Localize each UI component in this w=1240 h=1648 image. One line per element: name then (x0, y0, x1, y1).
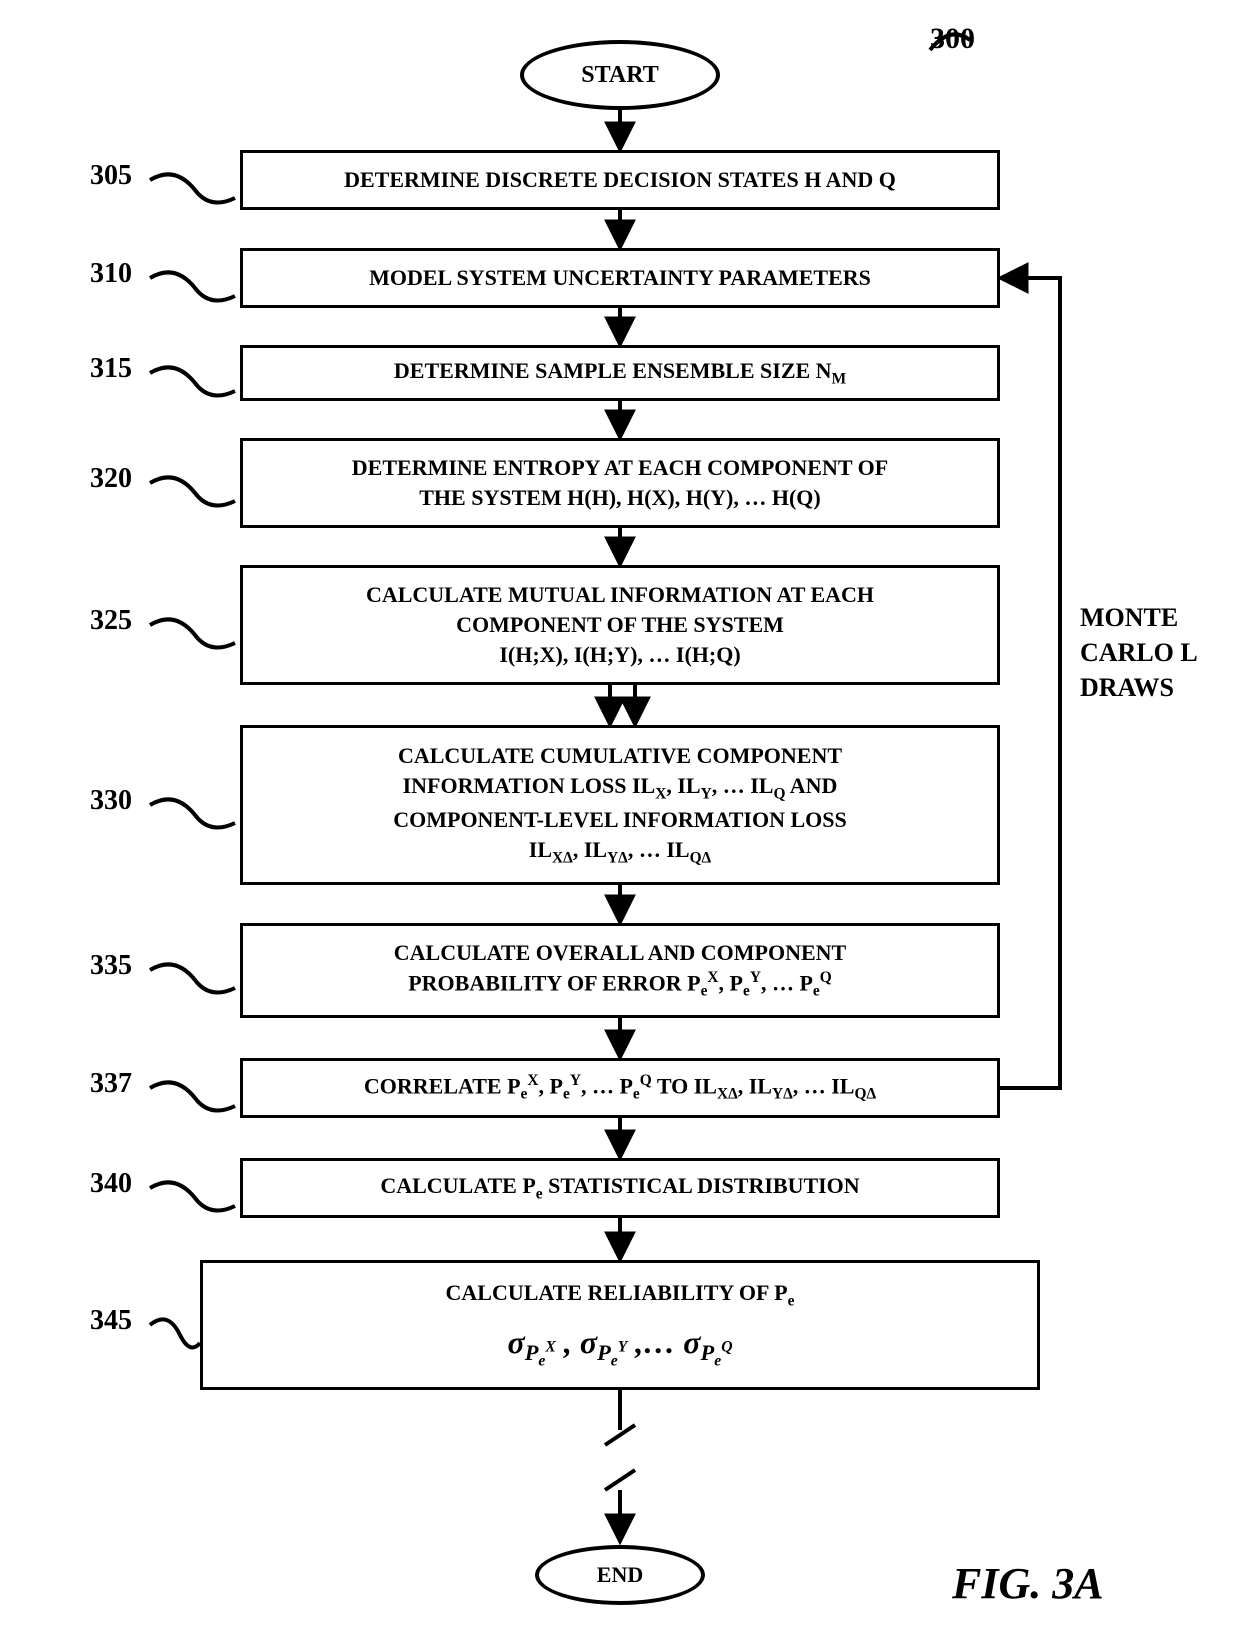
box-340-text: CALCULATE Pe STATISTICAL DISTRIBUTION (380, 1171, 859, 1205)
box-325-line2: COMPONENT OF THE SYSTEM (456, 610, 784, 640)
box-305: DETERMINE DISCRETE DECISION STATES H AND… (240, 150, 1000, 210)
ref-305: 305 (90, 160, 132, 192)
box-310-text: MODEL SYSTEM UNCERTAINTY PARAMETERS (369, 263, 871, 293)
ref-320: 320 (90, 463, 132, 495)
box-305-text: DETERMINE DISCRETE DECISION STATES H AND… (344, 165, 896, 195)
ref-337: 337 (90, 1068, 132, 1100)
terminal-start: START (520, 40, 720, 110)
box-337: CORRELATE PeX, PeY, … PeQ TO ILXΔ, ILYΔ,… (240, 1058, 1000, 1118)
box-325: CALCULATE MUTUAL INFORMATION AT EACH COM… (240, 565, 1000, 685)
box-335: CALCULATE OVERALL AND COMPONENT PROBABIL… (240, 923, 1000, 1018)
ref-330: 330 (90, 785, 132, 817)
box-330-line1: CALCULATE CUMULATIVE COMPONENT (398, 741, 842, 771)
ref-340: 340 (90, 1168, 132, 1200)
box-320-line2: THE SYSTEM H(H), H(X), H(Y), … H(Q) (419, 483, 821, 513)
box-345: CALCULATE RELIABILITY OF Pe σPeX , σPeY … (200, 1260, 1040, 1390)
box-340: CALCULATE Pe STATISTICAL DISTRIBUTION (240, 1158, 1000, 1218)
box-320: DETERMINE ENTROPY AT EACH COMPONENT OF T… (240, 438, 1000, 528)
box-320-line1: DETERMINE ENTROPY AT EACH COMPONENT OF (352, 453, 888, 483)
ref-315: 315 (90, 353, 132, 385)
box-330-line3: COMPONENT-LEVEL INFORMATION LOSS (393, 805, 847, 835)
terminal-end: END (535, 1545, 705, 1605)
ref-345: 345 (90, 1305, 132, 1337)
ref-335: 335 (90, 950, 132, 982)
box-345-line1: CALCULATE RELIABILITY OF Pe (446, 1278, 795, 1312)
monte-carlo-label: MONTE CARLO L DRAWS (1080, 600, 1230, 705)
flowchart-canvas: 300 START 305 DETERMINE DISCRETE DECISIO… (0, 0, 1240, 1648)
box-330-line4: ILXΔ, ILYΔ, … ILQΔ (529, 835, 711, 869)
ref-325: 325 (90, 605, 132, 637)
box-330: CALCULATE CUMULATIVE COMPONENT INFORMATI… (240, 725, 1000, 885)
box-315: DETERMINE SAMPLE ENSEMBLE SIZE NM (240, 345, 1000, 401)
ref-310: 310 (90, 258, 132, 290)
box-337-text: CORRELATE PeX, PeY, … PeQ TO ILXΔ, ILYΔ,… (364, 1071, 876, 1106)
figure-caption: FIG. 3A (952, 1558, 1104, 1609)
box-335-line1: CALCULATE OVERALL AND COMPONENT (394, 938, 846, 968)
box-345-sigma-line: σPeX , σPeY ,… σPeQ (507, 1321, 732, 1372)
box-335-line2: PROBABILITY OF ERROR PeX, PeY, … PeQ (408, 968, 832, 1003)
box-315-text: DETERMINE SAMPLE ENSEMBLE SIZE NM (394, 356, 846, 390)
box-325-line1: CALCULATE MUTUAL INFORMATION AT EACH (366, 580, 874, 610)
box-325-line3: I(H;X), I(H;Y), … I(H;Q) (499, 640, 740, 670)
figure-id-label: 300 (930, 22, 975, 56)
box-330-line2: INFORMATION LOSS ILX, ILY, … ILQ AND (403, 771, 838, 805)
box-310: MODEL SYSTEM UNCERTAINTY PARAMETERS (240, 248, 1000, 308)
